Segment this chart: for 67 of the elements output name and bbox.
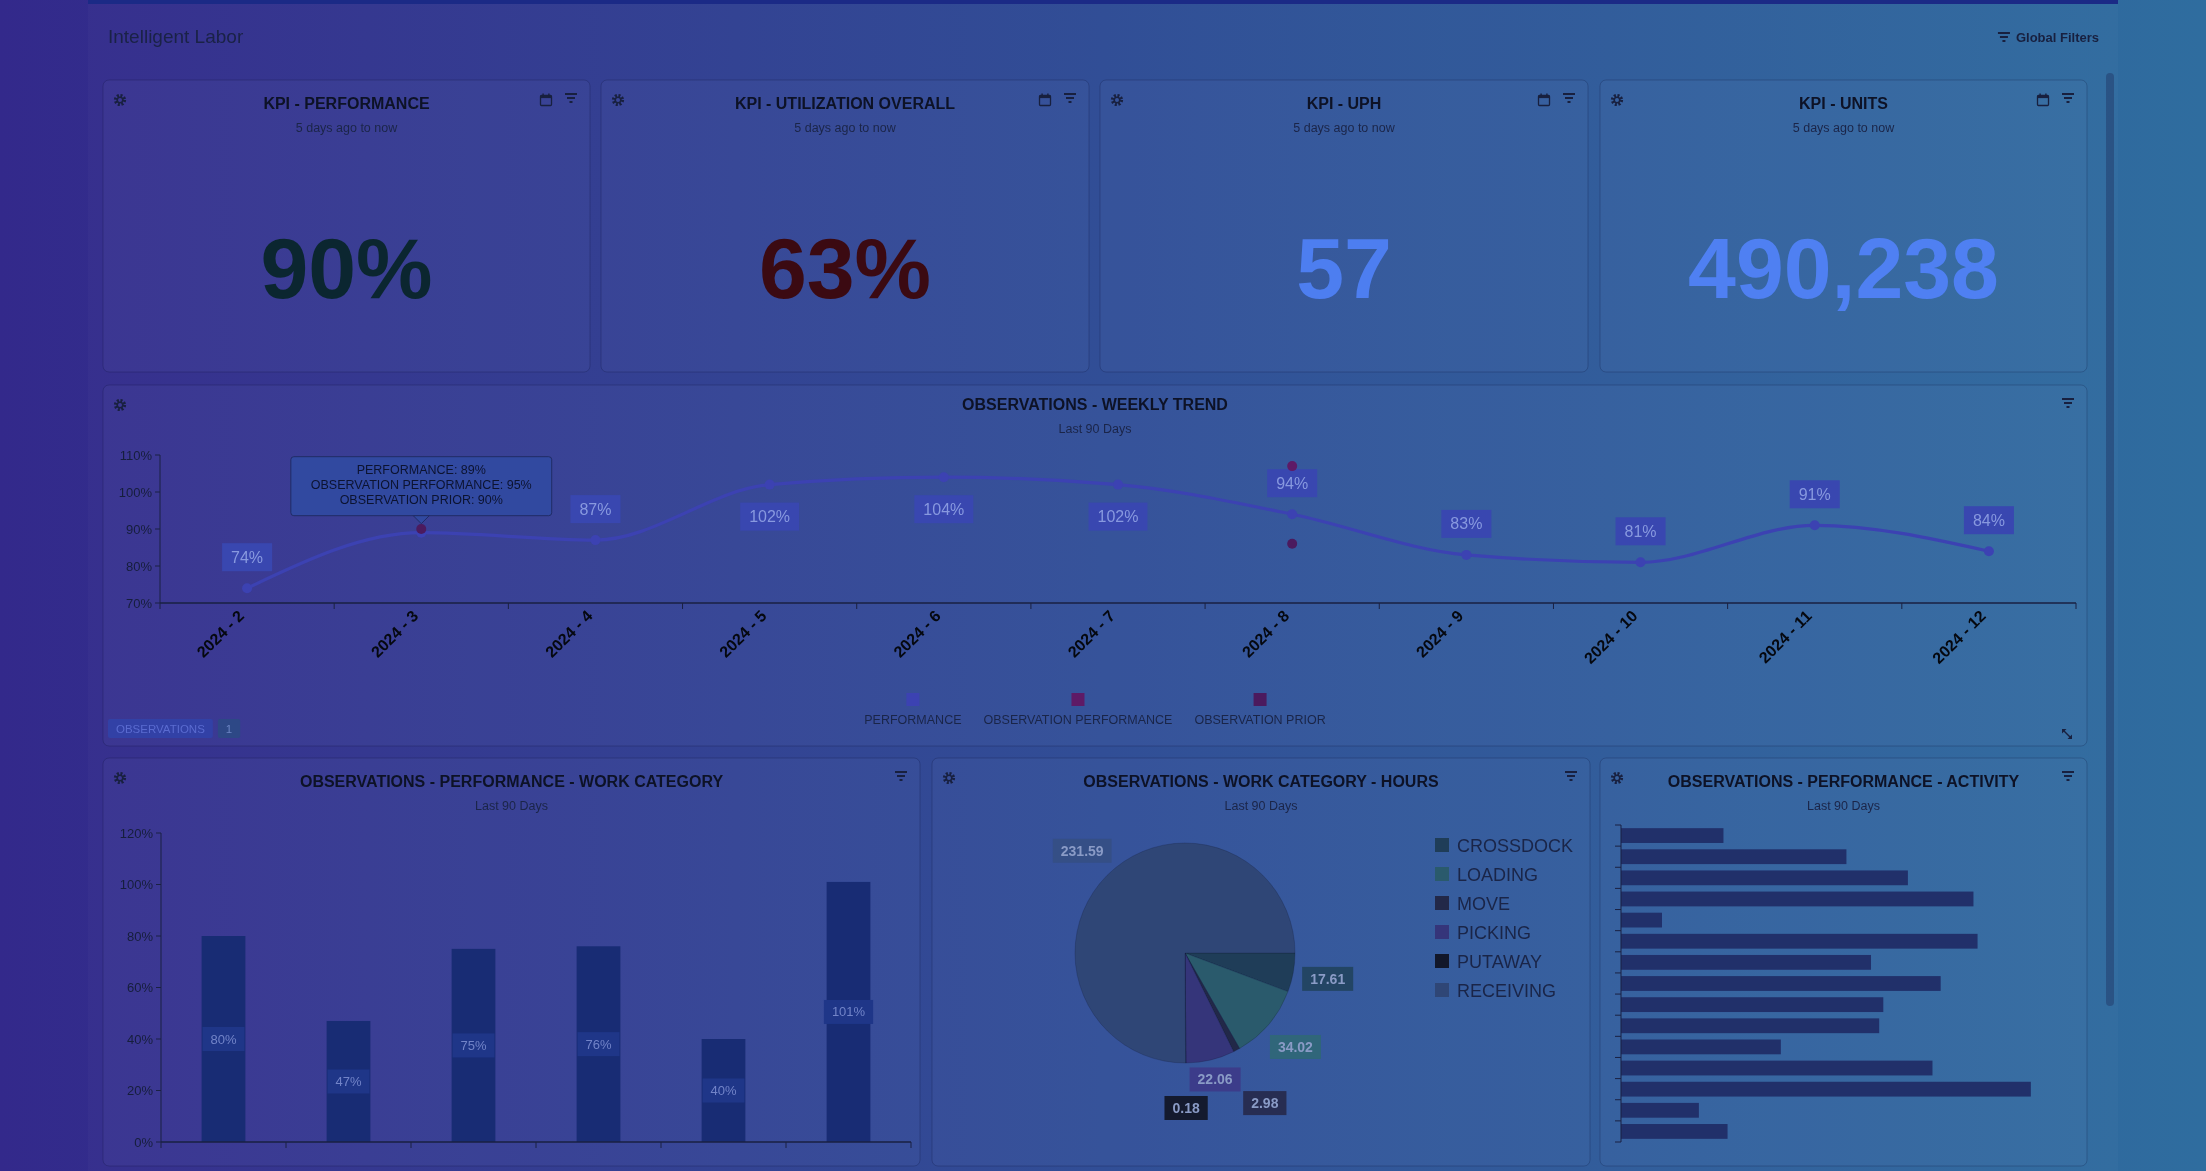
data-label: 104% [923, 500, 965, 518]
text: 5 days ago to now [1293, 121, 1396, 135]
y-tick-label: 80% [125, 558, 153, 574]
annotation: PERFORMANCE: 89% OBSERVATION PERFORMANCE: 95% OBSERVATION PRIOR: 90% [310, 462, 532, 507]
data-label: 76% [585, 1036, 612, 1052]
text: KPI - UNITS [1799, 95, 1889, 112]
chart-title: OBSERVATIONS - PERFORMANCE - ACTIVITY [1667, 773, 2020, 790]
data-label: 94% [1276, 474, 1309, 492]
text: 63% [758, 220, 932, 316]
legend-label: PERFORMANCE [864, 713, 962, 727]
data-label: 81% [1624, 522, 1657, 540]
text: 5 days ago to now [794, 121, 897, 135]
data-label: 102% [749, 508, 791, 526]
text: 490,238 [1688, 220, 1999, 316]
legend-label: PICKING [1457, 922, 1532, 943]
text: 90% [260, 220, 433, 316]
data-label: 74% [231, 548, 264, 566]
text: Global Filters [2015, 29, 2099, 45]
text: Intelligent Labor [108, 26, 244, 47]
data-label: 75% [460, 1037, 487, 1053]
text: KPI - PERFORMANCE [263, 95, 430, 112]
data-label: 80% [210, 1031, 237, 1047]
text: 1 [225, 722, 233, 735]
text: KPI - UTILIZATION OVERALL [734, 95, 956, 112]
data-label: 2.98 [1251, 1095, 1279, 1112]
data-label: 84% [1972, 511, 2005, 529]
chart-subtitle: Last 90 Days [1058, 422, 1132, 436]
y-tick-label: 100% [118, 484, 153, 500]
text: 57 [1296, 220, 1392, 316]
chart-title: OBSERVATIONS - WEEKLY TREND [962, 396, 1228, 413]
data-label: 83% [1450, 515, 1483, 533]
text: 5 days ago to now [1792, 121, 1896, 135]
legend-label: MOVE [1457, 893, 1511, 914]
legend-label: OBSERVATION PRIOR [1194, 713, 1326, 727]
data-label: 101% [831, 1004, 866, 1020]
data-label: 22.06 [1197, 1071, 1233, 1088]
y-tick-label: 60% [126, 980, 154, 995]
data-label: 17.61 [1310, 970, 1346, 987]
data-label: 231.59 [1060, 842, 1104, 859]
chart-subtitle: Last 90 Days [475, 799, 548, 813]
data-label: 0.18 [1172, 1100, 1200, 1116]
y-tick-label: 100% [119, 877, 154, 892]
y-tick-label: 70% [125, 595, 153, 611]
data-label: 102% [1097, 508, 1139, 526]
chart-subtitle: Last 90 Days [1807, 799, 1880, 813]
y-tick-label: 80% [126, 928, 154, 944]
data-label: 47% [335, 1073, 362, 1089]
chart-title: OBSERVATIONS - WORK CATEGORY - HOURS [1083, 773, 1439, 790]
legend-label: CROSSDOCK [1457, 835, 1574, 856]
y-tick-label: 20% [126, 1083, 154, 1098]
y-tick-label: 120% [119, 825, 154, 841]
text: 5 days ago to now [295, 121, 399, 135]
legend-label: LOADING [1457, 864, 1539, 885]
data-label: 91% [1798, 485, 1831, 503]
y-tick-label: 0% [134, 1134, 154, 1150]
y-tick-label: 110% [119, 447, 153, 463]
chart-subtitle: Last 90 Days [1224, 799, 1298, 813]
text: KPI - UPH [1306, 95, 1382, 112]
chart-title: OBSERVATIONS - PERFORMANCE - WORK CATEGORY [299, 773, 724, 790]
legend-label: OBSERVATION PERFORMANCE [983, 713, 1173, 727]
data-label: 40% [710, 1083, 737, 1098]
y-tick-label: 40% [126, 1031, 154, 1047]
legend-label: PUTAWAY [1457, 951, 1542, 972]
legend-label: RECEIVING [1457, 980, 1557, 1001]
data-label: 34.02 [1277, 1038, 1314, 1055]
y-tick-label: 90% [125, 521, 153, 537]
data-label: 87% [579, 500, 612, 518]
